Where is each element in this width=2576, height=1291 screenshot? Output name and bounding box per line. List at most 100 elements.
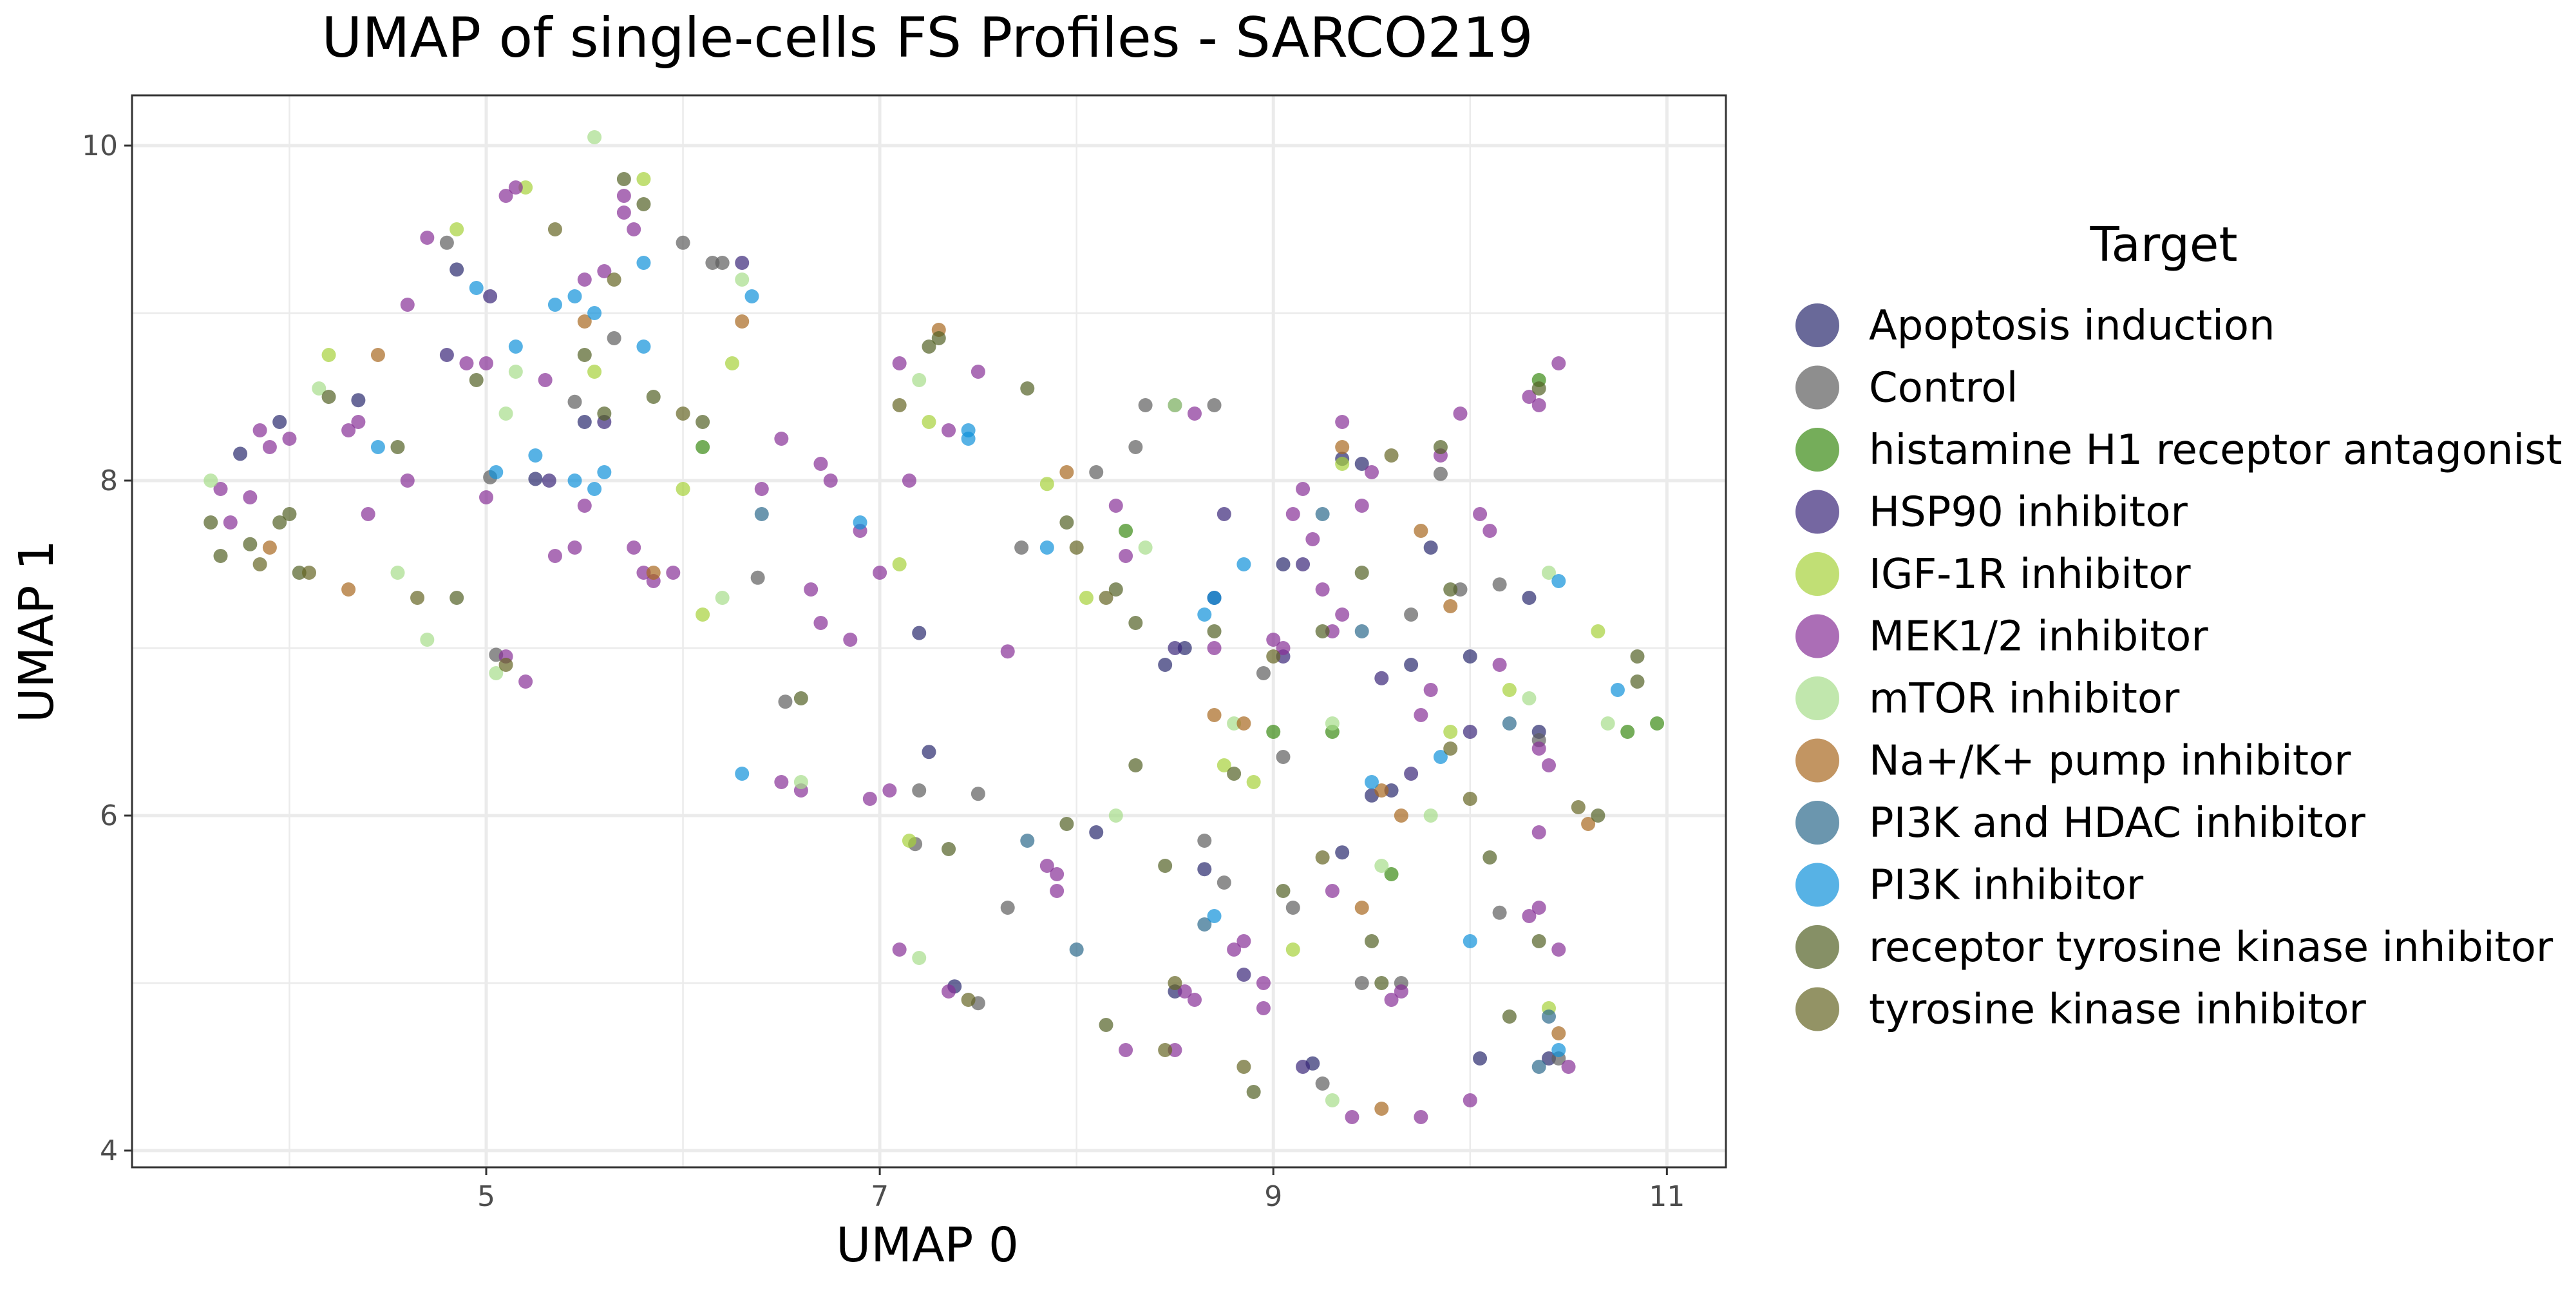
data-point (1315, 582, 1330, 597)
data-point (676, 235, 690, 250)
data-point (1128, 758, 1143, 772)
data-point (1384, 993, 1399, 1007)
data-point (1069, 942, 1084, 957)
data-point (518, 674, 533, 689)
data-point (597, 406, 612, 421)
data-point (597, 264, 612, 278)
data-point (804, 582, 819, 597)
data-point (1423, 683, 1438, 697)
legend-label: tyrosine kinase inhibitor (1869, 986, 2366, 1034)
data-point (1119, 549, 1133, 563)
data-point (1168, 641, 1182, 655)
data-point (243, 537, 258, 551)
data-point (1285, 507, 1300, 521)
data-point (1473, 1051, 1488, 1066)
data-point (1089, 825, 1104, 839)
data-point (1374, 976, 1389, 990)
data-point (321, 390, 336, 404)
series-11 (252, 222, 1586, 1074)
data-point (567, 540, 582, 555)
data-point (459, 356, 474, 370)
data-point (577, 348, 592, 362)
data-point (1119, 524, 1133, 538)
data-point (892, 557, 907, 571)
data-point (390, 566, 405, 580)
data-point (1374, 1102, 1389, 1116)
data-point (1128, 616, 1143, 630)
data-point (1079, 591, 1094, 605)
data-point (1168, 976, 1182, 990)
data-point (1365, 775, 1379, 789)
data-point (942, 984, 956, 999)
data-point (272, 515, 287, 530)
legend-item: Apoptosis induction (1795, 302, 2275, 350)
data-point (724, 356, 739, 370)
data-point (1158, 859, 1173, 873)
data-point (1119, 1043, 1133, 1057)
data-point (1531, 398, 1546, 412)
data-point (489, 465, 504, 479)
data-point (1108, 582, 1123, 597)
data-point (1630, 649, 1645, 664)
data-point (1531, 934, 1546, 948)
series-6 (204, 130, 1615, 1107)
data-point (1354, 901, 1369, 915)
data-point (1522, 591, 1537, 605)
data-point (547, 549, 562, 563)
legend-item: HSP90 inhibitor (1795, 489, 2188, 537)
legend-item: PI3K and HDAC inhibitor (1795, 799, 2366, 847)
data-point (213, 549, 228, 563)
data-point (1591, 624, 1605, 638)
legend-swatch (1795, 925, 1839, 969)
data-point (1492, 577, 1507, 592)
data-point (1266, 649, 1281, 664)
data-point (1374, 859, 1389, 873)
data-point (1325, 624, 1340, 638)
data-point (518, 180, 533, 195)
data-point (1453, 582, 1468, 597)
data-point (902, 473, 916, 488)
data-point (1463, 1093, 1477, 1107)
data-point (469, 373, 484, 387)
data-point (1059, 465, 1074, 479)
data-point (1463, 934, 1477, 948)
data-point (1296, 557, 1311, 571)
data-point (1473, 507, 1488, 521)
data-point (823, 473, 838, 488)
data-point (636, 197, 651, 211)
data-point (1217, 758, 1231, 772)
data-point (1315, 1076, 1330, 1091)
data-point (922, 415, 936, 429)
data-point (1296, 482, 1311, 496)
data-point (370, 348, 385, 362)
data-point (1188, 993, 1202, 1007)
data-point (912, 783, 927, 798)
data-point (1354, 457, 1369, 471)
data-point (1246, 1085, 1261, 1099)
data-point (902, 834, 916, 848)
legend-swatch (1795, 801, 1839, 845)
data-point (912, 373, 927, 387)
chart-title: UMAP of single-cells FS Profiles - SARCO… (321, 6, 1533, 70)
data-point (498, 406, 513, 421)
data-point (542, 473, 556, 488)
data-point (922, 339, 936, 354)
data-point (1227, 716, 1242, 731)
data-point (1522, 909, 1537, 923)
data-point (1354, 624, 1369, 638)
data-point (1463, 725, 1477, 739)
data-point (1414, 1110, 1428, 1124)
data-point (1197, 834, 1212, 848)
legend-swatch (1795, 365, 1839, 410)
data-point (341, 423, 356, 437)
x-tick-label: 9 (1264, 1180, 1282, 1213)
data-point (813, 457, 828, 471)
data-point (1610, 683, 1625, 697)
data-point (1168, 398, 1182, 412)
data-point (778, 694, 793, 709)
data-point (1443, 599, 1458, 613)
data-point (912, 951, 927, 965)
data-point (1404, 658, 1419, 672)
data-point (223, 515, 238, 530)
